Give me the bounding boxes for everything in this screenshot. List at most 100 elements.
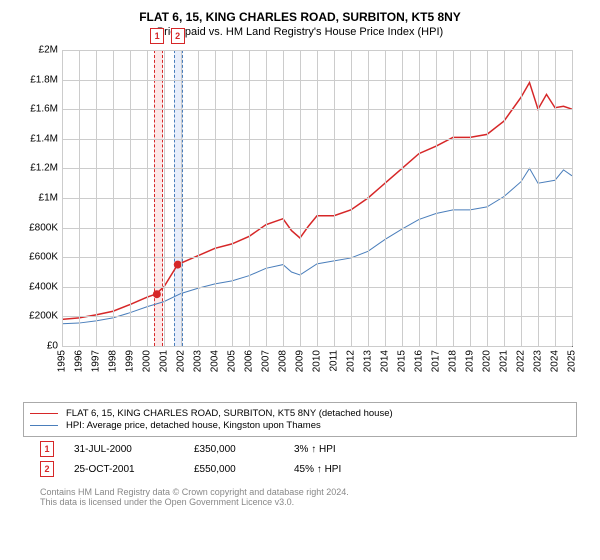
x-tick-label: 2011 xyxy=(329,350,340,372)
x-tick-label: 2012 xyxy=(346,350,357,372)
gridline-v xyxy=(453,50,454,346)
gridline-v xyxy=(164,50,165,346)
chart-subtitle: Price paid vs. HM Land Registry's House … xyxy=(10,26,590,38)
transaction-row: 1 31-JUL-2000£350,0003% ↑ HPI xyxy=(40,441,590,457)
y-tick-label: £800K xyxy=(20,222,58,233)
x-tick-label: 1999 xyxy=(125,350,136,372)
gridline-v xyxy=(130,50,131,346)
transaction-point xyxy=(153,290,161,298)
x-tick-label: 2023 xyxy=(533,350,544,372)
y-tick-label: £2M xyxy=(20,45,58,56)
x-tick-label: 2009 xyxy=(295,350,306,372)
gridline-v xyxy=(368,50,369,346)
legend-label: FLAT 6, 15, KING CHARLES ROAD, SURBITON,… xyxy=(66,408,393,419)
y-tick-label: £600K xyxy=(20,252,58,263)
legend-swatch xyxy=(30,425,58,426)
tx-price: £350,000 xyxy=(194,444,294,455)
x-tick-label: 2000 xyxy=(142,350,153,372)
gridline-v xyxy=(402,50,403,346)
plot-region: 12 xyxy=(62,50,573,347)
gridline-v xyxy=(419,50,420,346)
x-tick-label: 1996 xyxy=(74,350,85,372)
gridline-v xyxy=(232,50,233,346)
tx-pct: 45% ↑ HPI xyxy=(294,464,394,475)
row-marker: 1 xyxy=(40,441,54,457)
footnote-line: This data is licensed under the Open Gov… xyxy=(40,497,590,507)
y-tick-label: £400K xyxy=(20,281,58,292)
chart-title: FLAT 6, 15, KING CHARLES ROAD, SURBITON,… xyxy=(10,10,590,24)
gridline-v xyxy=(351,50,352,346)
transaction-row: 2 25-OCT-2001£550,00045% ↑ HPI xyxy=(40,461,590,477)
tx-date: 31-JUL-2000 xyxy=(74,444,194,455)
x-tick-label: 2008 xyxy=(278,350,289,372)
x-tick-label: 1995 xyxy=(57,350,68,372)
gridline-v xyxy=(487,50,488,346)
gridline-v xyxy=(334,50,335,346)
x-tick-label: 2005 xyxy=(227,350,238,372)
x-tick-label: 2017 xyxy=(431,350,442,372)
x-tick-label: 2024 xyxy=(550,350,561,372)
x-tick-label: 2001 xyxy=(159,350,170,372)
gridline-v xyxy=(147,50,148,346)
gridline-v xyxy=(538,50,539,346)
gridline-v xyxy=(300,50,301,346)
x-tick-label: 2022 xyxy=(516,350,527,372)
x-tick-label: 2016 xyxy=(414,350,425,372)
y-tick-label: £1.2M xyxy=(20,163,58,174)
x-tick-label: 2004 xyxy=(210,350,221,372)
gridline-v xyxy=(266,50,267,346)
gridline-v xyxy=(521,50,522,346)
x-tick-label: 2025 xyxy=(567,350,578,372)
legend-label: HPI: Average price, detached house, King… xyxy=(66,420,321,431)
y-tick-label: £1.8M xyxy=(20,74,58,85)
legend-swatch xyxy=(30,413,58,414)
gridline-v xyxy=(385,50,386,346)
y-tick-label: £0 xyxy=(20,341,58,352)
legend: FLAT 6, 15, KING CHARLES ROAD, SURBITON,… xyxy=(23,402,577,437)
gridline-v xyxy=(62,50,63,346)
band-marker: 2 xyxy=(171,28,185,44)
tx-date: 25-OCT-2001 xyxy=(74,464,194,475)
tx-price: £550,000 xyxy=(194,464,294,475)
gridline-v xyxy=(283,50,284,346)
x-tick-label: 2013 xyxy=(363,350,374,372)
gridline-v xyxy=(96,50,97,346)
row-marker: 2 xyxy=(40,461,54,477)
x-tick-label: 2021 xyxy=(499,350,510,372)
x-tick-label: 2010 xyxy=(312,350,323,372)
x-tick-label: 2003 xyxy=(193,350,204,372)
chart-area: £0£200K£400K£600K£800K£1M£1.2M£1.4M£1.6M… xyxy=(20,46,580,396)
x-tick-label: 2019 xyxy=(465,350,476,372)
x-tick-label: 2006 xyxy=(244,350,255,372)
footnote: Contains HM Land Registry data © Crown c… xyxy=(40,487,590,507)
legend-row: HPI: Average price, detached house, King… xyxy=(30,420,570,431)
x-tick-label: 1998 xyxy=(108,350,119,372)
y-tick-label: £200K xyxy=(20,311,58,322)
gridline-v xyxy=(215,50,216,346)
x-tick-label: 1997 xyxy=(91,350,102,372)
band-marker: 1 xyxy=(150,28,164,44)
x-tick-label: 2020 xyxy=(482,350,493,372)
x-axis: 1995199619971998199920002001200220032004… xyxy=(62,346,572,392)
y-tick-label: £1M xyxy=(20,193,58,204)
y-tick-label: £1.6M xyxy=(20,104,58,115)
legend-row: FLAT 6, 15, KING CHARLES ROAD, SURBITON,… xyxy=(30,408,570,419)
x-tick-label: 2007 xyxy=(261,350,272,372)
x-tick-label: 2015 xyxy=(397,350,408,372)
gridline-v xyxy=(198,50,199,346)
gridline-v xyxy=(572,50,573,346)
gridline-v xyxy=(504,50,505,346)
gridline-v xyxy=(470,50,471,346)
gridline-v xyxy=(249,50,250,346)
gridline-v xyxy=(317,50,318,346)
gridline-v xyxy=(555,50,556,346)
transactions-table: 1 31-JUL-2000£350,0003% ↑ HPI 2 25-OCT-2001… xyxy=(10,441,590,477)
gridline-v xyxy=(113,50,114,346)
x-tick-label: 2002 xyxy=(176,350,187,372)
tx-pct: 3% ↑ HPI xyxy=(294,444,394,455)
footnote-line: Contains HM Land Registry data © Crown c… xyxy=(40,487,590,497)
x-tick-label: 2018 xyxy=(448,350,459,372)
x-tick-label: 2014 xyxy=(380,350,391,372)
gridline-v xyxy=(436,50,437,346)
gridline-v xyxy=(79,50,80,346)
